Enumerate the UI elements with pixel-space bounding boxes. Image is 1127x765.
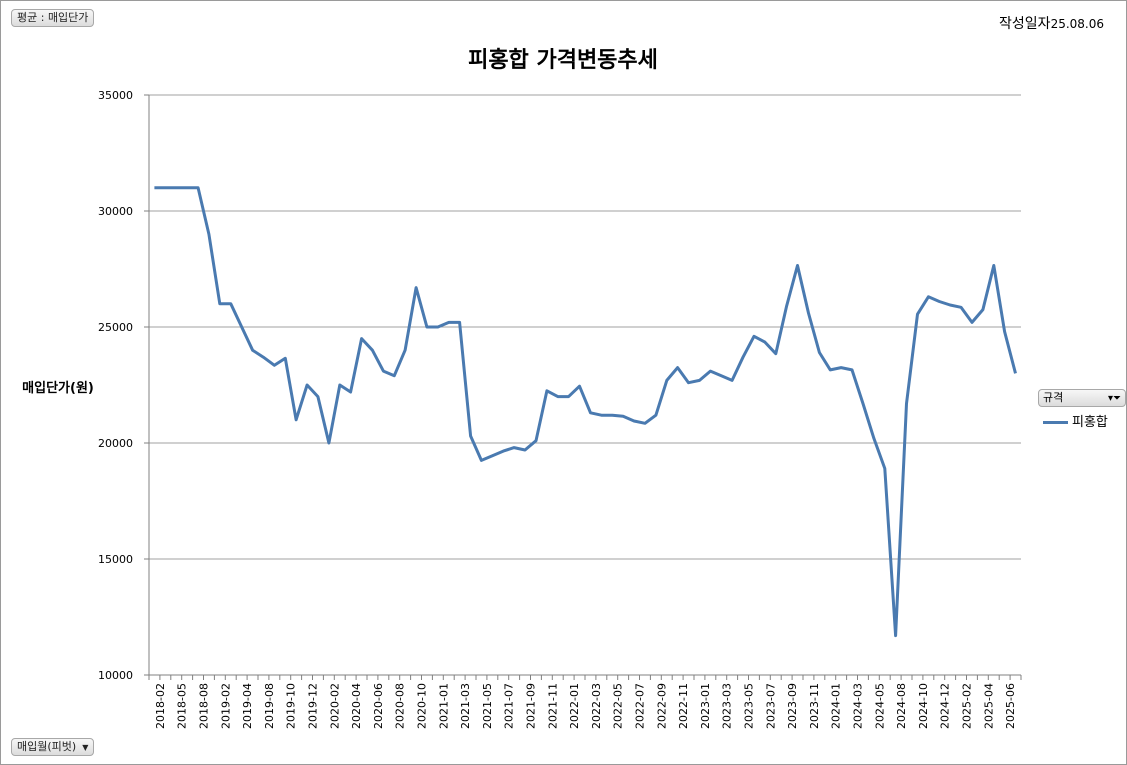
axis-field-dropdown[interactable]: 매입월(피벗) ▼ (11, 738, 95, 756)
x-tick-label: 2020-02 (328, 683, 341, 729)
x-tick-label: 2023-05 (743, 683, 756, 729)
x-tick-label: 2024-01 (830, 683, 843, 729)
x-tick-label: 2024-10 (917, 683, 930, 729)
created-date-label: 작성일자 (999, 16, 1051, 32)
x-tick-label: 2022-05 (612, 683, 625, 729)
filter-icon: ▾⏷ (1107, 393, 1121, 404)
x-tick-label: 2025-06 (1004, 683, 1017, 729)
x-tick-label: 2020-06 (372, 683, 385, 729)
x-tick-label: 2019-10 (285, 683, 298, 729)
x-tick-label: 2019-02 (219, 683, 232, 729)
axis-field-label: 매입월(피벗) (17, 740, 77, 753)
x-axis-ticks: 2018-02 2018-05 2018-08 2019-02 2019-04 2019-… (148, 675, 1022, 729)
legend-entry-label: 피홍합 (1072, 415, 1108, 430)
x-tick-label: 2022-09 (655, 683, 668, 729)
chart-title: 피홍합 가격변동추세 (468, 47, 658, 73)
x-tick-label: 2018-02 (154, 683, 167, 729)
x-tick-label: 2024-12 (939, 683, 952, 729)
x-tick-label: 2023-03 (721, 683, 734, 729)
filter-field-button[interactable]: 평균 : 매입단가 (11, 9, 95, 27)
legend-title: 규격 (1043, 391, 1064, 404)
x-tick-label: 2023-07 (764, 683, 777, 729)
x-tick-label: 2021-09 (525, 683, 538, 729)
x-tick-label: 2022-01 (568, 683, 581, 729)
created-date: 작성일자25.08.06 (999, 13, 1104, 33)
created-date-value: 25.08.06 (1050, 17, 1104, 31)
x-tick-label: 2020-04 (350, 683, 363, 729)
x-tick-label: 2019-12 (307, 683, 320, 729)
x-tick-label: 2021-03 (459, 683, 472, 729)
x-tick-label: 2024-05 (873, 683, 886, 729)
x-tick-label: 2021-05 (481, 683, 494, 729)
x-tick-label: 2018-05 (176, 683, 189, 729)
y-axis-ticks: 10000 15000 20000 25000 30000 35000 (98, 89, 149, 682)
axes (148, 95, 1021, 676)
y-tick-label: 20000 (98, 437, 133, 450)
x-tick-label: 2024-03 (852, 683, 865, 729)
x-tick-label: 2022-03 (590, 683, 603, 729)
x-tick-label: 2025-04 (982, 683, 995, 729)
y-tick-label: 10000 (98, 669, 133, 682)
chevron-down-icon: ▼ (82, 743, 89, 752)
gridlines (149, 94, 1021, 560)
x-tick-label: 2019-08 (263, 683, 276, 729)
x-tick-label: 2019-04 (241, 683, 254, 729)
x-tick-label: 2024-08 (895, 683, 908, 729)
x-tick-label: 2020-10 (416, 683, 429, 729)
x-tick-label: 2021-01 (437, 683, 450, 729)
y-axis-label: 매입단가(원) (22, 380, 94, 396)
x-tick-label: 2022-11 (677, 683, 690, 729)
x-tick-label: 2023-09 (786, 683, 799, 729)
x-tick-label: 2023-11 (808, 683, 821, 729)
legend-swatch (1043, 421, 1068, 424)
x-tick-label: 2018-08 (198, 683, 211, 729)
series-line-피홍합 (154, 186, 1017, 638)
y-tick-label: 25000 (98, 321, 133, 334)
legend-entry: 피홍합 (1043, 411, 1108, 430)
x-tick-label: 2023-01 (699, 683, 712, 729)
x-tick-label: 2020-08 (394, 683, 407, 729)
x-tick-label: 2021-11 (546, 683, 559, 729)
y-tick-label: 15000 (98, 553, 133, 566)
x-tick-label: 2025-02 (961, 683, 974, 729)
legend-filter-button[interactable]: 규격 ▾⏷ (1038, 389, 1126, 407)
y-tick-label: 35000 (98, 89, 133, 102)
x-tick-label: 2021-07 (503, 683, 516, 729)
y-tick-label: 30000 (98, 205, 133, 218)
x-tick-label: 2022-07 (634, 683, 647, 729)
